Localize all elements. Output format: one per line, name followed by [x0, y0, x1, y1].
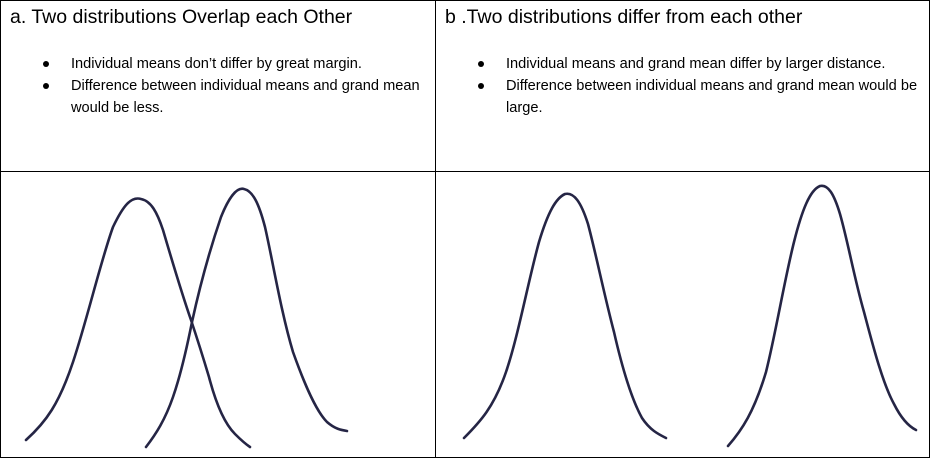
panel-b-text-cell: b .Two distributions differ from each ot…	[435, 0, 930, 172]
panel-b-point-1: Individual means and grand mean differ b…	[478, 53, 920, 75]
separated-distributions-figure	[462, 184, 918, 448]
distribution-curve-left	[462, 192, 668, 440]
panel-b-heading: b .Two distributions differ from each ot…	[445, 6, 803, 28]
panel-a-text-cell: a. Two distributions Overlap each Other …	[0, 0, 436, 172]
overlapping-distributions-figure	[24, 187, 349, 449]
panel-a-figure-cell	[0, 171, 436, 458]
panel-a-point-1: Individual means don’t differ by great m…	[43, 53, 431, 75]
distribution-curve-right	[726, 184, 918, 448]
distribution-curve-left	[24, 197, 252, 449]
distribution-curve-right	[144, 187, 349, 449]
panel-a-points: Individual means don’t differ by great m…	[43, 53, 431, 119]
panel-b-points: Individual means and grand mean differ b…	[478, 53, 920, 119]
panel-a-point-2: Difference between individual means and …	[43, 75, 431, 119]
panel-b-point-2: Difference between individual means and …	[478, 75, 920, 119]
panel-b-figure-cell	[435, 171, 930, 458]
panel-a-heading: a. Two distributions Overlap each Other	[10, 6, 353, 28]
